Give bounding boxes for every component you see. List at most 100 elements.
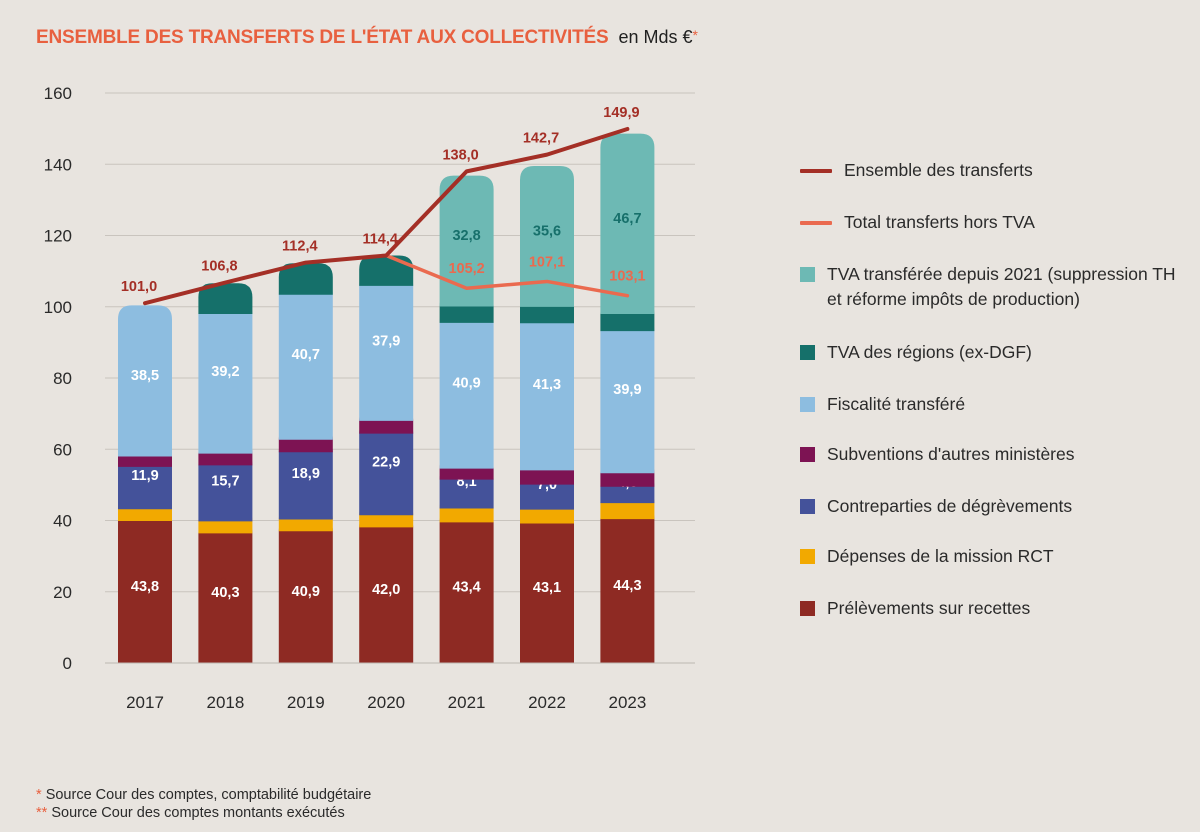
bar-contreparties-de-degrevements-2020 xyxy=(359,419,414,516)
legend-label-rct: Dépenses de la mission RCT xyxy=(827,546,1054,566)
y-tick-label-100: 100 xyxy=(44,298,72,317)
bar-fiscalite-transfere-2021 xyxy=(439,308,494,469)
bar-fiscalite-transfere-2020 xyxy=(359,271,414,421)
footnote-2-mark: ** xyxy=(36,805,48,821)
legend-label-tva-transferee: TVA transférée depuis 2021 (suppression … xyxy=(827,264,1176,309)
units-label: en Mds € xyxy=(618,27,693,47)
x-tick-label-2017: 2017 xyxy=(126,693,164,712)
chart-header: ENSEMBLE DES TRANSFERTS DE L'ÉTAT AUX CO… xyxy=(36,27,698,49)
bar-tva-des-regions-ex-dgf-2018 xyxy=(198,283,253,314)
bar-contreparties-de-degrevements-2017 xyxy=(118,452,172,510)
line-label-ensemble-des-transferts-2023: 149,9 xyxy=(603,105,639,121)
data-label-prelevements-sur-recettes-2017: 43,8 xyxy=(131,579,159,595)
data-label-fiscalite-transfere-2018: 39,2 xyxy=(211,364,239,380)
footnotes: * Source Cour des comptes, comptabilité … xyxy=(36,786,371,822)
chart-units: en Mds €* xyxy=(618,27,698,48)
legend-label-ensemble: Ensemble des transferts xyxy=(844,160,1033,180)
bar-fiscalite-transfere-2022 xyxy=(520,309,574,471)
x-tick-label-2019: 2019 xyxy=(287,693,325,712)
data-label-fiscalite-transfere-2022: 41,3 xyxy=(533,377,561,393)
data-label-contreparties-de-degrevements-2017: 11,9 xyxy=(131,468,158,484)
bar-tva-transferee-depuis-2021-sup-2022 xyxy=(520,166,574,307)
legend-swatch-prelevements xyxy=(800,601,815,616)
data-label-fiscalite-transfere-2019: 40,7 xyxy=(292,347,320,363)
data-label-fiscalite-transfere-2023: 39,9 xyxy=(613,382,641,398)
data-label-contreparties-de-degrevements-2020: 22,9 xyxy=(372,454,400,470)
data-label-fiscalite-transfere-2021: 40,9 xyxy=(452,376,480,392)
legend-swatch-tva-transferee xyxy=(800,267,815,282)
legend-item-tva-transferee: TVA transférée depuis 2021 (suppression … xyxy=(800,262,1185,312)
bar-tva-des-regions-ex-dgf-2020 xyxy=(359,255,414,286)
bar-tva-transferee-depuis-2021-sup-2023 xyxy=(600,133,655,314)
data-label-tva-transferee-depuis-2021-sup-2022: 35,6 xyxy=(533,223,561,239)
line-label-ensemble-des-transferts-2017: 101,0 xyxy=(121,279,157,295)
bar-contreparties-de-degrevements-2019 xyxy=(278,438,333,520)
bar-prelevements-sur-recettes-2017 xyxy=(118,506,172,663)
legend-item-subventions: Subventions d'autres ministères xyxy=(800,442,1075,467)
legend-swatch-subventions xyxy=(800,447,815,462)
bar-fiscalite-transfere-2017 xyxy=(118,305,172,457)
x-tick-label-2018: 2018 xyxy=(206,693,244,712)
legend-label-tva-regions: TVA des régions (ex-DGF) xyxy=(827,342,1032,362)
legend-swatch-fiscalite xyxy=(800,397,815,412)
line-label-total-transferts-hors-tva-2023: 103,1 xyxy=(609,269,645,285)
bar-fiscalite-transfere-2019 xyxy=(278,280,333,440)
data-label-fiscalite-transfere-2020: 37,9 xyxy=(372,333,400,349)
x-tick-label-2020: 2020 xyxy=(367,693,405,712)
y-tick-label-60: 60 xyxy=(53,440,72,459)
legend-item-contreparties: Contreparties de dégrèvements xyxy=(800,494,1072,519)
y-tick-label-40: 40 xyxy=(53,512,72,531)
bar-prelevements-sur-recettes-2019 xyxy=(278,517,333,663)
line-label-ensemble-des-transferts-2021: 138,0 xyxy=(442,147,478,163)
x-tick-label-2022: 2022 xyxy=(528,693,566,712)
legend-swatch-contreparties xyxy=(800,499,815,514)
line-label-ensemble-des-transferts-2022: 142,7 xyxy=(523,131,559,147)
y-tick-label-80: 80 xyxy=(53,369,72,388)
line-label-ensemble-des-transferts-2019: 112,4 xyxy=(282,239,318,255)
legend-swatch-hors-tva xyxy=(800,221,832,225)
line-ensemble-des-transferts xyxy=(143,126,630,306)
bar-prelevements-sur-recettes-2021 xyxy=(439,508,494,663)
y-tick-label-120: 120 xyxy=(44,227,72,246)
legend-swatch-tva-regions xyxy=(800,345,815,360)
data-label-contreparties-de-degrevements-2019: 18,9 xyxy=(292,466,320,482)
bar-fiscalite-transfere-2018 xyxy=(198,299,253,454)
legend-label-fiscalite: Fiscalité transféré xyxy=(827,394,966,414)
bar-contreparties-de-degrevements-2018 xyxy=(198,451,253,522)
footnote-1: * Source Cour des comptes, comptabilité … xyxy=(36,786,371,804)
data-label-tva-transferee-depuis-2021-sup-2023: 46,7 xyxy=(613,211,641,227)
line-label-ensemble-des-transferts-2018: 106,8 xyxy=(201,259,237,275)
line-label-ensemble-des-transferts-2020: 114,4 xyxy=(362,231,398,247)
legend-item-prelevements: Prélèvements sur recettes xyxy=(800,596,1030,621)
bar-tva-des-regions-ex-dgf-2019 xyxy=(278,263,333,295)
data-label-fiscalite-transfere-2017: 38,5 xyxy=(131,368,159,384)
bar-prelevements-sur-recettes-2020 xyxy=(359,513,414,663)
data-label-contreparties-de-degrevements-2018: 15,7 xyxy=(211,473,239,489)
legend-swatch-rct xyxy=(800,549,815,564)
x-tick-label-2021: 2021 xyxy=(448,693,486,712)
line-label-total-transferts-hors-tva-2021: 105,2 xyxy=(448,261,484,277)
line-total-transferts-hors-tva xyxy=(384,253,630,298)
bar-fiscalite-transfere-2023 xyxy=(600,317,655,474)
data-label-prelevements-sur-recettes-2020: 42,0 xyxy=(372,582,400,598)
bar-prelevements-sur-recettes-2018 xyxy=(198,519,253,663)
bar-prelevements-sur-recettes-2022 xyxy=(520,509,574,663)
data-label-prelevements-sur-recettes-2022: 43,1 xyxy=(533,580,561,596)
legend-item-hors-tva: Total transferts hors TVA xyxy=(800,210,1035,235)
y-tick-label-20: 20 xyxy=(53,583,72,602)
y-tick-label-0: 0 xyxy=(63,654,72,673)
legend-item-tva-regions: TVA des régions (ex-DGF) xyxy=(800,340,1032,365)
data-label-prelevements-sur-recettes-2019: 40,9 xyxy=(292,584,320,600)
legend-label-subventions: Subventions d'autres ministères xyxy=(827,444,1075,464)
legend-swatch-ensemble xyxy=(800,169,832,173)
legend-label-hors-tva: Total transferts hors TVA xyxy=(844,212,1035,232)
data-label-prelevements-sur-recettes-2023: 44,3 xyxy=(613,578,641,594)
data-label-prelevements-sur-recettes-2021: 43,4 xyxy=(452,580,480,596)
line-label-total-transferts-hors-tva-2022: 107,1 xyxy=(529,254,565,270)
bar-prelevements-sur-recettes-2023 xyxy=(600,505,655,663)
y-tick-label-160: 160 xyxy=(44,84,72,103)
footnote-1-mark: * xyxy=(36,787,42,803)
legend-item-rct: Dépenses de la mission RCT xyxy=(800,544,1054,569)
footnote-2-text: Source Cour des comptes montants exécuté… xyxy=(51,805,345,821)
